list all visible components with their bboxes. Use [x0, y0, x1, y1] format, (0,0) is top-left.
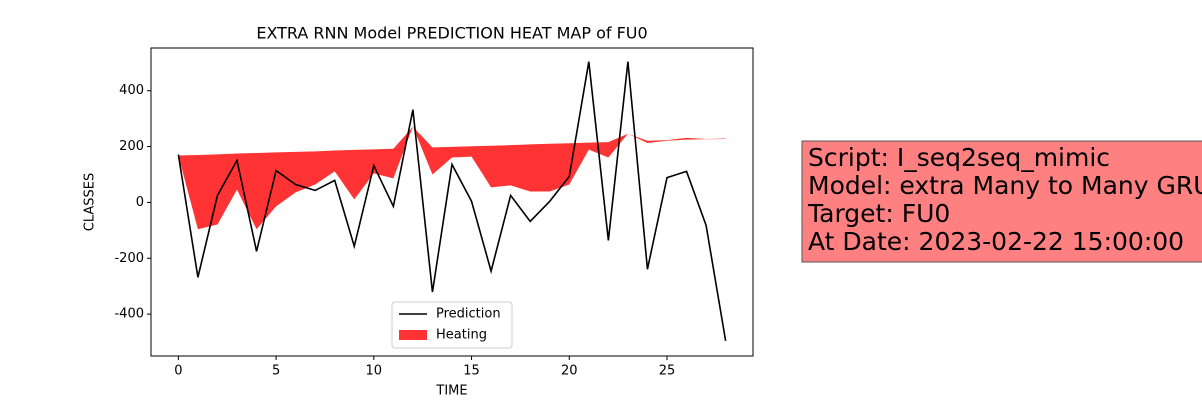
- plot-frame: [150, 47, 754, 357]
- legend-label: Prediction: [436, 307, 501, 322]
- x-tick-label: 20: [561, 364, 578, 379]
- chart-title: EXTRA RNN Model PREDICTION HEAT MAP of F…: [256, 24, 647, 43]
- legend-label: Heating: [436, 328, 487, 343]
- y-tick-label: -200: [114, 251, 144, 266]
- x-axis-label: TIME: [435, 384, 467, 399]
- annotation-line: Target: FU0: [807, 199, 950, 228]
- y-axis-label: CLASSES: [83, 173, 98, 231]
- x-tick-label: 0: [174, 364, 182, 379]
- y-tick-label: 200: [119, 139, 144, 154]
- y-tick-label: -400: [114, 307, 144, 322]
- x-tick-label: 10: [366, 364, 383, 379]
- heating-area: [178, 126, 726, 230]
- legend-swatch: [399, 330, 427, 340]
- x-tick-label: 25: [659, 364, 676, 379]
- annotation-line: Script: I_seq2seq_mimic: [808, 143, 1110, 172]
- y-tick-label: 400: [119, 83, 144, 98]
- x-tick-label: 15: [463, 364, 480, 379]
- annotation-line: At Date: 2023-02-22 15:00:00: [808, 227, 1184, 256]
- annotation-line: Model: extra Many to Many GRU: [808, 171, 1202, 200]
- y-tick-label: 0: [136, 195, 144, 210]
- prediction-line: [177, 61, 727, 342]
- annotation-box: [801, 140, 1202, 263]
- x-tick-label: 5: [272, 364, 280, 379]
